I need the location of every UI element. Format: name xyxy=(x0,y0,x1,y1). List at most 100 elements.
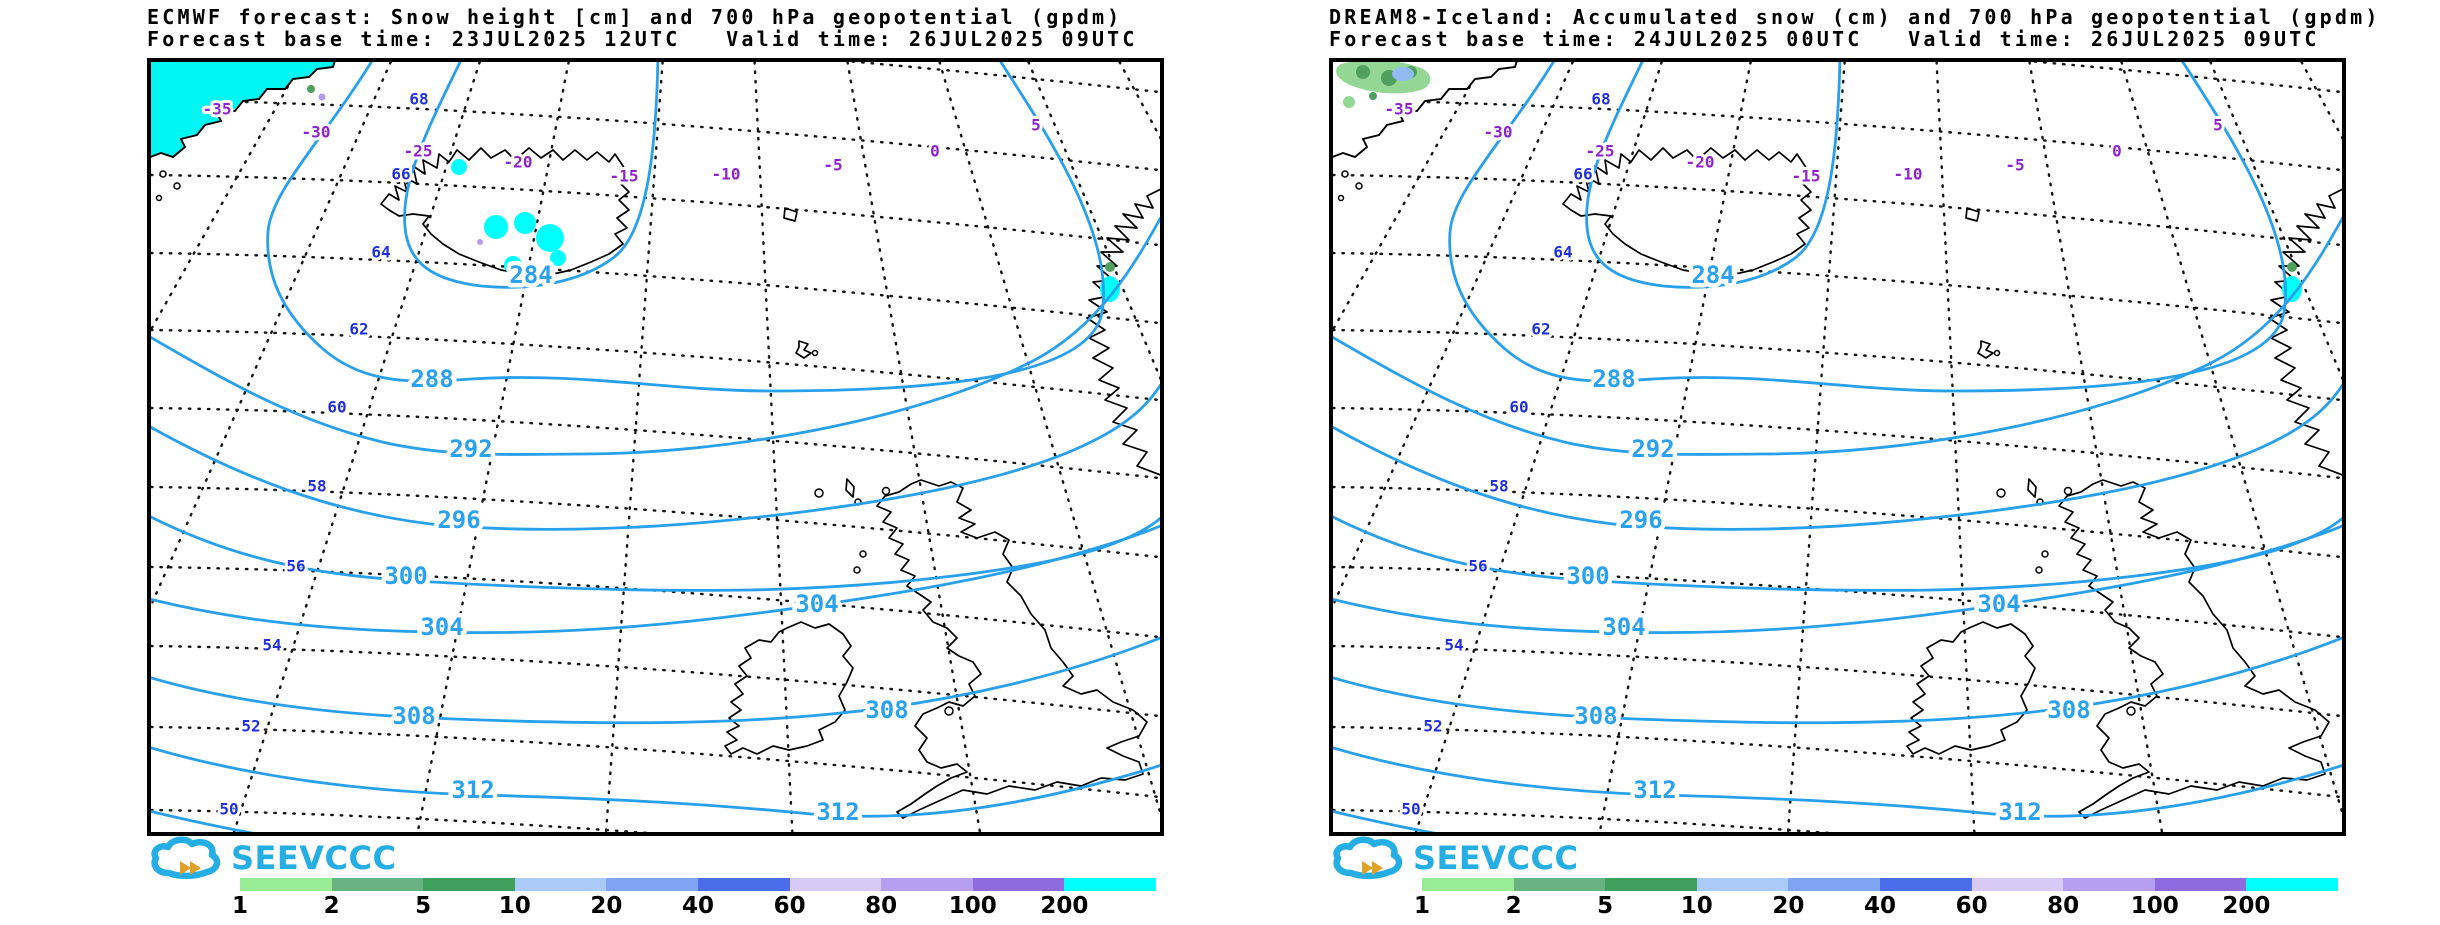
legend-value-label: 5 xyxy=(415,893,432,919)
latitude-label: 54 xyxy=(262,636,281,655)
contour-label: 312 xyxy=(1633,776,1676,804)
contour-line-308 xyxy=(1333,636,2342,725)
map-labels: 284 288 292 296 300 304 304 308 308 312 312 68 66 64 6… xyxy=(1382,87,2226,831)
snow-patch-purple xyxy=(318,93,326,101)
map-frame: 284 288 292 296 300 304 304 308 308 312 312 68 66 64 6… xyxy=(1329,58,2346,836)
meridian-line xyxy=(2120,62,2342,817)
contour-label: 296 xyxy=(437,506,480,534)
legend-value-label: 2 xyxy=(1505,893,1522,919)
contour-label: 308 xyxy=(865,696,908,724)
legend-segment xyxy=(1788,878,1880,891)
contour-label: 284 xyxy=(509,261,552,289)
legend-segment xyxy=(1513,878,1606,891)
contour-label: 292 xyxy=(449,435,492,463)
contour-line-288 xyxy=(1448,62,2287,393)
parallel-line xyxy=(1333,406,2342,480)
greenland-snow-patches xyxy=(1336,62,1431,108)
latitude-label: 62 xyxy=(1531,320,1550,339)
latitude-label: 52 xyxy=(241,717,260,736)
contour-line-312 xyxy=(151,746,1160,818)
legend-segment xyxy=(1971,878,2064,891)
legend-value-label: 20 xyxy=(590,893,623,919)
longitude-label: -25 xyxy=(1586,142,1615,161)
island xyxy=(845,478,855,498)
parallel-line xyxy=(151,173,1160,247)
latitude-label: 54 xyxy=(1444,636,1463,655)
geopotential-contours xyxy=(151,62,1160,832)
snow-patch-green-dark xyxy=(1356,65,1370,79)
meridian-line xyxy=(846,62,982,832)
island xyxy=(1977,340,1994,359)
island xyxy=(1965,207,1980,222)
snow-patch-blue xyxy=(1392,67,1414,81)
legend-segment xyxy=(972,878,1065,891)
island xyxy=(881,486,891,496)
legend-segment xyxy=(2154,878,2247,891)
latitude-label: 56 xyxy=(286,557,305,576)
snow-patch-cyan xyxy=(504,256,522,274)
contour-label: 300 xyxy=(1566,562,1609,590)
legend-value-label: 60 xyxy=(773,893,806,919)
snow-patch-green-dark xyxy=(1105,262,1115,272)
latitude-label: 56 xyxy=(1468,557,1487,576)
island xyxy=(811,349,819,357)
legend-segment xyxy=(331,878,424,891)
meridian-line xyxy=(1598,62,1752,832)
coastlines xyxy=(1333,62,2342,819)
contour-line-292 xyxy=(151,216,1160,456)
contour-line-284 xyxy=(403,62,660,289)
legend-segment xyxy=(881,878,973,891)
island xyxy=(2063,486,2073,496)
snow-patch-purple xyxy=(477,239,483,245)
legend-value-label: 10 xyxy=(498,893,531,919)
meridian-line xyxy=(232,62,481,832)
longitude-label: -25 xyxy=(404,142,433,161)
contour-label: 288 xyxy=(1592,365,1635,393)
island xyxy=(1993,349,2001,357)
meridian-line xyxy=(416,62,570,832)
latitude-label: 60 xyxy=(1509,398,1528,417)
legend-segment xyxy=(697,878,790,891)
contour-label: 304 xyxy=(1602,613,1645,641)
contour-line-316 xyxy=(151,810,254,832)
weather-map: 284 288 292 296 300 304 304 308 308 312 312 68 66 64 6… xyxy=(1333,62,2342,832)
island xyxy=(783,207,798,222)
snow-patch-cyan xyxy=(484,215,508,239)
coastline-great-britain xyxy=(2058,479,2330,819)
parallel-line xyxy=(151,406,1160,480)
map-frame: 284 288 292 296 300 304 304 308 308 312 312 68 66 64 6… xyxy=(147,58,1164,836)
legend-value-label: 60 xyxy=(1955,893,1988,919)
island xyxy=(1341,170,1349,178)
contour-line-296 xyxy=(151,383,1160,531)
parallel-line xyxy=(1333,808,1833,832)
snow-patch-cyan xyxy=(536,224,564,252)
longitude-label: -15 xyxy=(610,167,639,186)
meridian-line xyxy=(938,62,1160,817)
coastline-ireland xyxy=(1906,621,2036,755)
island xyxy=(2126,706,2136,716)
coastline-norway xyxy=(1086,188,1160,476)
latitude-label: 68 xyxy=(409,90,428,109)
geopotential-contours xyxy=(1333,62,2342,832)
contour-line-284 xyxy=(1585,62,1842,289)
parallel-line xyxy=(151,565,1160,639)
legend-value-label: 200 xyxy=(2222,893,2271,919)
map-labels: 284 288 292 296 300 304 304 308 308 312 312 68 66 64 6… xyxy=(200,87,1044,831)
snow-patch-cyan xyxy=(451,159,467,175)
island xyxy=(173,182,181,190)
island xyxy=(853,566,861,574)
cloud-outline xyxy=(151,836,221,880)
snow-patch-cyan xyxy=(550,250,566,266)
legend-segment xyxy=(789,878,882,891)
contour-label: 312 xyxy=(816,798,859,826)
legend-segment xyxy=(606,878,698,891)
legend-value-label: 10 xyxy=(1680,893,1713,919)
latitude-label: 58 xyxy=(1489,477,1508,496)
parallel-line xyxy=(1333,328,2342,402)
arrow-icon xyxy=(1362,861,1373,875)
longitude-label: -30 xyxy=(302,123,331,142)
coastline-norway xyxy=(2268,188,2342,476)
latitude-label: 62 xyxy=(349,320,368,339)
island xyxy=(1337,194,1345,202)
legend-segment xyxy=(514,878,607,891)
